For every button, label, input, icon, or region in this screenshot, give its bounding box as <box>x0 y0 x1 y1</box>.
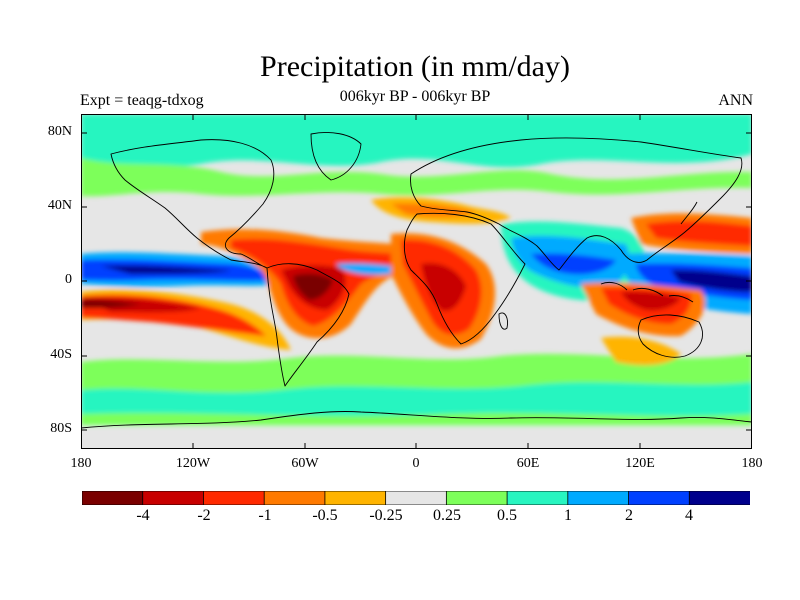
west-pacific-core <box>671 269 752 292</box>
lon-label: 0 <box>412 456 420 471</box>
coast-madagascar <box>498 312 508 330</box>
antarctic-edge-green <box>81 413 752 430</box>
anomaly-fields <box>81 114 752 449</box>
antarctic-neutral <box>81 426 752 449</box>
colorbar-swatch <box>142 491 205 505</box>
mediterranean-red <box>391 203 476 217</box>
coast-eurasia <box>410 137 743 271</box>
amazon-core <box>293 273 333 300</box>
coast-africa <box>403 212 526 345</box>
colorbar-swatch <box>82 491 144 505</box>
map-title: Precipitation (in mm/day) <box>260 50 570 83</box>
lat-label: 40S <box>50 347 72 362</box>
coastlines <box>81 132 752 429</box>
lon-label: 180 <box>70 456 92 471</box>
colorbar-label: -0.25 <box>369 507 403 524</box>
lon-label: 180 <box>741 456 763 471</box>
indonesia-dark <box>621 291 681 311</box>
southern-green-band <box>81 353 752 393</box>
colorbar-swatch <box>385 491 448 505</box>
indian-ocean-deepblue <box>531 253 616 275</box>
lat-label: 40N <box>47 198 72 213</box>
colorbar-label: -2 <box>197 507 211 524</box>
nw-pacific-red <box>646 220 752 246</box>
arctic-green-band <box>81 158 752 197</box>
coast-antarctica <box>81 411 752 429</box>
colorbar-label: -0.5 <box>312 507 338 524</box>
colorbar-swatch <box>688 491 750 505</box>
coast-south-america <box>266 263 350 387</box>
coast-australia <box>637 314 703 358</box>
australia-orange <box>601 336 681 366</box>
colorbar-label: 0.25 <box>433 507 461 524</box>
map-subtitle: 006kyr BP - 006kyr BP <box>339 88 491 105</box>
colorbar-label: -1 <box>258 507 272 524</box>
pacific-core <box>101 265 231 274</box>
colorbar-swatch <box>567 491 630 505</box>
lon-label: 60E <box>516 456 540 471</box>
colorbar-swatch <box>203 491 266 505</box>
south-pacific-core <box>81 299 141 308</box>
arctic-positive-band <box>81 114 752 168</box>
season-label: ANN <box>718 92 753 109</box>
lat-label: 0 <box>65 272 72 287</box>
colorbar-swatch <box>263 491 326 505</box>
map-frame <box>81 114 752 449</box>
colorbar-label: 2 <box>625 507 633 524</box>
colorbar-swatch <box>628 491 691 505</box>
colorbar-swatch <box>445 491 508 505</box>
lat-label: 80S <box>50 421 72 436</box>
lat-label: 80N <box>47 124 72 139</box>
colorbar-label: 4 <box>685 507 693 524</box>
colorbar-swatch <box>506 491 569 505</box>
colorbar <box>82 491 750 505</box>
coast-japan <box>680 201 698 225</box>
colorbar-label: 1 <box>564 507 572 524</box>
lon-label: 120E <box>625 456 655 471</box>
coast-greenland <box>310 132 362 181</box>
colorbar-label: 0.5 <box>497 507 517 524</box>
coast-indonesia <box>600 281 694 303</box>
lon-label: 120W <box>175 456 211 471</box>
atlantic-blue <box>336 263 406 275</box>
lon-label: 60W <box>291 456 319 471</box>
experiment-label: Expt = teaqg-tdxog <box>80 92 204 109</box>
precipitation-map <box>81 114 752 449</box>
coast-north-america <box>110 139 275 269</box>
africa-dark <box>421 263 466 311</box>
colorbar-swatch <box>324 491 387 505</box>
colorbar-label: -4 <box>136 507 150 524</box>
